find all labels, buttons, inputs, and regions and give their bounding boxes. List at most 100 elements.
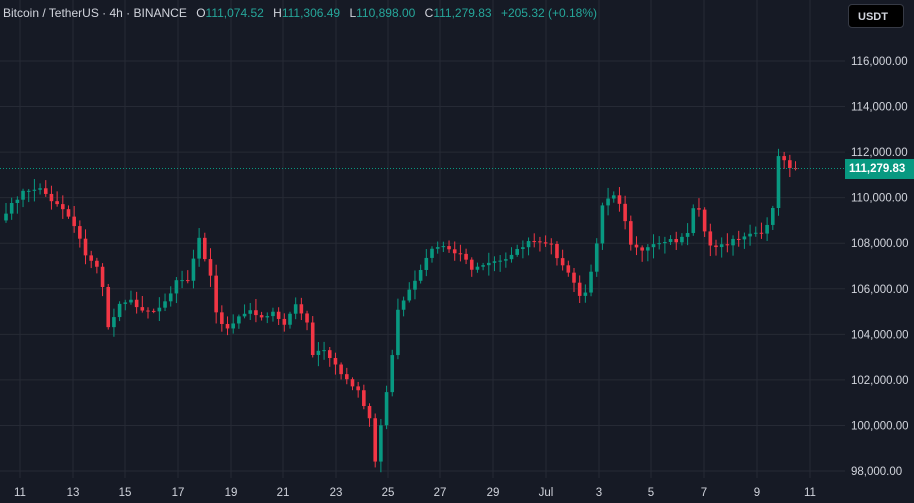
candle-body xyxy=(327,350,332,359)
candle-body xyxy=(623,203,627,222)
candle xyxy=(776,148,781,216)
candle xyxy=(299,297,304,321)
x-tick-label: 11 xyxy=(804,487,816,499)
candle-body xyxy=(668,239,673,242)
candle-body xyxy=(305,313,309,323)
candle-body xyxy=(379,425,383,462)
candle-body xyxy=(413,280,417,290)
candle-body xyxy=(95,260,99,267)
candle xyxy=(140,295,145,313)
candle xyxy=(668,235,673,246)
candle-body xyxy=(526,241,531,248)
candle-body xyxy=(776,156,781,208)
candle xyxy=(231,314,235,334)
candle-body xyxy=(112,317,116,328)
candle-body xyxy=(515,248,519,255)
x-tick-label: 7 xyxy=(701,487,707,499)
candle xyxy=(526,237,531,256)
candle xyxy=(782,151,786,169)
candle xyxy=(180,270,184,289)
y-tick-label: 106,000.00 xyxy=(851,284,909,296)
candle-body xyxy=(617,195,622,204)
candle-body xyxy=(418,269,423,281)
candle-body xyxy=(611,195,616,199)
candle xyxy=(441,241,446,253)
candle-body xyxy=(259,315,264,318)
candle-body xyxy=(606,198,610,206)
candle-body xyxy=(345,374,349,380)
open-label: O xyxy=(196,6,206,20)
y-tick-label: 102,000.00 xyxy=(851,375,909,387)
candle xyxy=(577,275,582,304)
candle-body xyxy=(197,237,201,259)
candle xyxy=(685,223,690,246)
candle-body xyxy=(106,286,111,328)
candle xyxy=(401,296,406,317)
candle-body xyxy=(771,207,775,225)
candle xyxy=(793,161,798,171)
candle-body xyxy=(572,272,576,283)
candle xyxy=(254,299,258,323)
candle-body xyxy=(185,280,190,282)
candle xyxy=(288,311,292,329)
candle xyxy=(521,240,525,259)
candle-body xyxy=(736,238,741,240)
candle-body xyxy=(600,205,605,244)
open-value: 111,074.52 xyxy=(205,6,264,20)
candle-body xyxy=(498,260,502,262)
candle-body xyxy=(61,204,65,210)
candle xyxy=(475,262,480,273)
y-tick-label: 110,000.00 xyxy=(851,193,908,205)
candle xyxy=(583,284,588,303)
candle-body xyxy=(38,188,42,190)
candle xyxy=(259,311,264,321)
candle-body xyxy=(765,224,769,234)
candle-body xyxy=(702,209,707,232)
candle-body xyxy=(117,303,122,318)
candle xyxy=(123,299,128,311)
candle-body xyxy=(782,156,786,161)
candle-body xyxy=(72,216,76,227)
candle-body xyxy=(225,323,230,329)
candle xyxy=(600,202,605,250)
candle-body xyxy=(248,310,253,314)
candle-body xyxy=(15,199,20,203)
candle xyxy=(606,187,610,216)
candle xyxy=(418,264,423,284)
candle-body xyxy=(759,232,764,234)
x-tick-label: 3 xyxy=(596,487,602,499)
x-tick-label: 5 xyxy=(648,487,654,499)
y-tick-label: 112,000.00 xyxy=(851,147,908,159)
candle xyxy=(220,305,224,332)
candle-body xyxy=(731,238,735,246)
candle-body xyxy=(129,299,133,303)
x-tick-label: 27 xyxy=(434,487,447,499)
candle-body xyxy=(549,243,554,245)
x-tick-label: 15 xyxy=(119,487,132,499)
candle xyxy=(214,264,218,324)
candle xyxy=(674,231,679,250)
candle xyxy=(708,223,713,257)
candle xyxy=(702,207,707,237)
candle xyxy=(225,316,230,336)
candle-body xyxy=(452,249,457,254)
candle-body xyxy=(89,255,93,261)
candle xyxy=(543,235,548,247)
high-label: H xyxy=(273,6,282,20)
candle xyxy=(345,367,349,385)
candle xyxy=(617,187,622,212)
candle xyxy=(504,252,508,268)
candle xyxy=(560,249,565,271)
candle xyxy=(464,248,468,265)
candle-body xyxy=(208,259,213,276)
candle xyxy=(498,255,502,272)
candle-body xyxy=(174,280,179,294)
candle-body xyxy=(276,311,281,319)
candle xyxy=(157,297,162,322)
candle xyxy=(515,244,519,257)
candle xyxy=(691,204,696,236)
currency-button[interactable]: USDT xyxy=(848,4,904,28)
candle xyxy=(663,236,667,254)
candle xyxy=(611,191,616,203)
